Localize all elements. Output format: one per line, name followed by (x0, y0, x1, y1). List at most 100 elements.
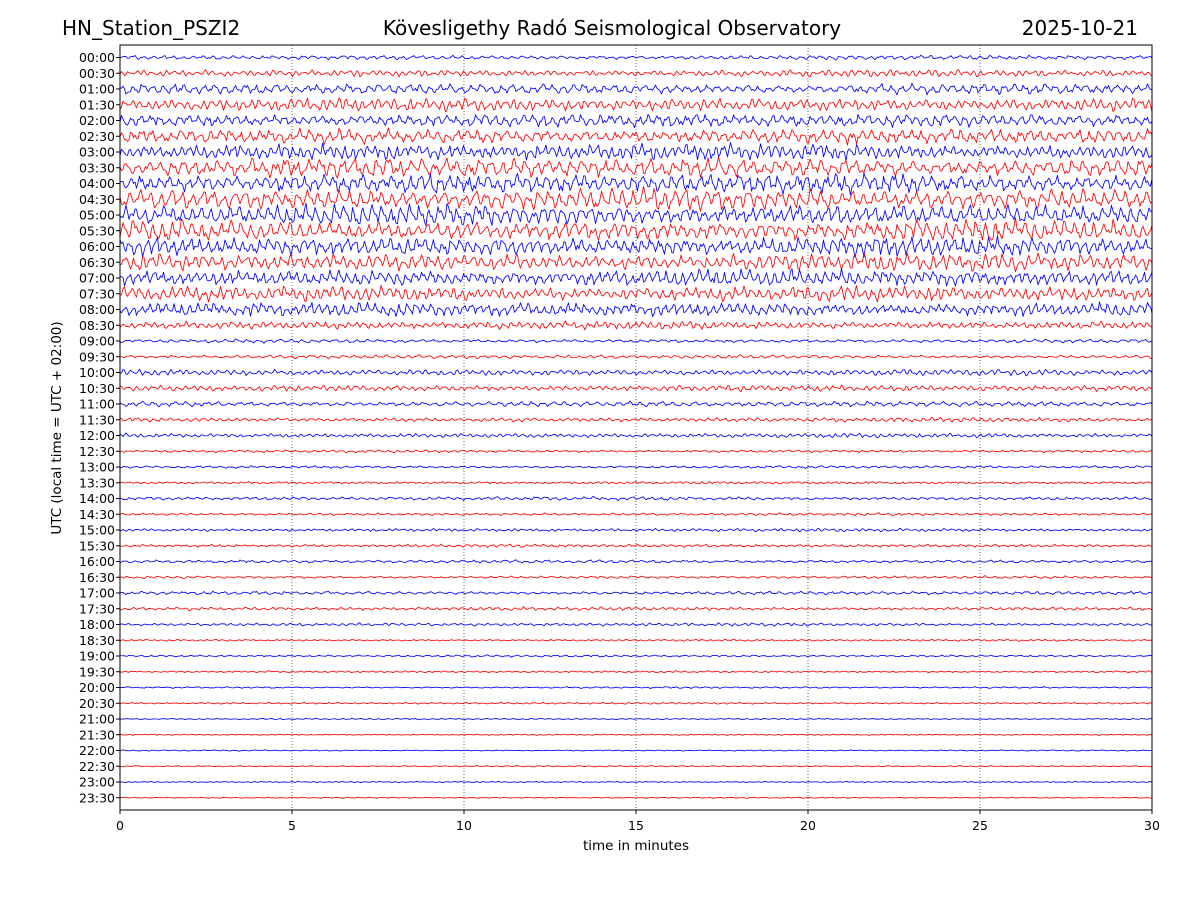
y-tick-label: 13:00 (79, 460, 115, 475)
trace-0800 (119, 301, 1153, 318)
y-tick-label: 17:00 (79, 586, 115, 601)
y-axis-label: UTC (local time = UTC + 02:00) (49, 321, 65, 534)
y-tick-label: 02:00 (79, 113, 115, 128)
trace-2000 (119, 686, 1153, 689)
trace-2230 (119, 765, 1153, 768)
x-tick-label: 20 (800, 818, 816, 833)
x-tick-label: 15 (628, 818, 644, 833)
y-tick-label: 08:30 (79, 318, 115, 333)
y-tick-label: 18:00 (79, 617, 115, 632)
y-tick-label: 16:30 (79, 570, 115, 585)
trace-2130 (119, 733, 1153, 736)
y-tick-label: 01:00 (79, 82, 115, 97)
y-tick-label: 09:00 (79, 334, 115, 349)
y-tick-label: 09:30 (79, 349, 115, 364)
trace-0200 (119, 113, 1153, 129)
trace-0830 (119, 320, 1153, 331)
trace-1330 (119, 481, 1153, 485)
trace-0930 (119, 354, 1153, 360)
y-tick-label: 10:00 (79, 365, 115, 380)
trace-0030 (119, 69, 1153, 78)
y-tick-label: 21:30 (79, 727, 115, 742)
y-tick-label: 12:30 (79, 444, 115, 459)
trace-0100 (119, 82, 1153, 96)
y-tick-label: 19:30 (79, 664, 115, 679)
trace-0000 (119, 54, 1153, 61)
x-tick-label: 5 (288, 818, 296, 833)
trace-0630 (119, 252, 1153, 273)
trace-1030 (119, 384, 1153, 393)
y-tick-label: 06:00 (79, 239, 115, 254)
y-tick-label: 08:00 (79, 302, 115, 317)
trace-1130 (119, 416, 1153, 423)
y-tick-label: 06:30 (79, 255, 115, 270)
x-tick-label: 10 (456, 818, 472, 833)
observatory-title: Kövesligethy Radó Seismological Observat… (383, 16, 841, 40)
y-tick-label: 21:00 (79, 712, 115, 727)
trace-1300 (119, 465, 1153, 469)
y-tick-label: 14:00 (79, 491, 115, 506)
x-tick-label: 25 (972, 818, 988, 833)
trace-0400 (119, 172, 1153, 196)
y-tick-label: 11:30 (79, 412, 115, 427)
trace-1630 (119, 575, 1153, 580)
y-tick-label: 19:00 (79, 649, 115, 664)
y-tick-label: 13:30 (79, 475, 115, 490)
trace-1430 (119, 512, 1153, 517)
trace-0500 (119, 202, 1153, 227)
trace-1800 (119, 622, 1153, 627)
trace-0530 (119, 217, 1153, 241)
trace-2030 (119, 701, 1153, 705)
y-tick-label: 03:00 (79, 145, 115, 160)
trace-1230 (119, 449, 1153, 454)
y-tick-label: 11:00 (79, 397, 115, 412)
trace-0230 (119, 127, 1153, 146)
y-tick-label: 20:30 (79, 696, 115, 711)
x-axis-label: time in minutes (583, 838, 689, 854)
trace-0900 (119, 338, 1153, 344)
y-tick-label: 20:00 (79, 680, 115, 695)
trace-2100 (119, 717, 1153, 721)
trace-0430 (119, 185, 1153, 212)
y-tick-label: 22:00 (79, 743, 115, 758)
y-tick-label: 01:30 (79, 97, 115, 112)
trace-1730 (119, 606, 1153, 611)
date-label: 2025-10-21 (1022, 16, 1138, 40)
x-axis: 0 5 10 15 20 25 30 (116, 810, 1160, 833)
y-tick-label: 05:00 (79, 208, 115, 223)
y-tick-label: 22:30 (79, 759, 115, 774)
y-tick-label: 07:30 (79, 286, 115, 301)
y-tick-label: 05:30 (79, 223, 115, 238)
y-tick-label: 04:00 (79, 176, 115, 191)
trace-1530 (119, 543, 1153, 548)
x-tick-label: 0 (116, 818, 124, 833)
trace-1930 (119, 670, 1153, 674)
y-tick-label: 14:30 (79, 507, 115, 522)
y-tick-label: 15:00 (79, 523, 115, 538)
y-tick-label: 03:30 (79, 160, 115, 175)
x-tick-label: 30 (1144, 818, 1160, 833)
trace-0600 (119, 235, 1153, 258)
station-name: HN_Station_PSZI2 (62, 16, 240, 40)
y-tick-label: 17:30 (79, 601, 115, 616)
trace-1000 (120, 368, 1153, 377)
trace-1700 (119, 590, 1153, 596)
trace-2300 (119, 780, 1153, 784)
trace-0330 (119, 156, 1153, 179)
grid (291, 45, 981, 810)
trace-1500 (119, 527, 1153, 533)
trace-1100 (119, 400, 1153, 408)
y-axis: 00:0000:3001:0001:3002:0002:3003:0003:30… (79, 50, 120, 805)
trace-0730 (119, 284, 1153, 303)
trace-2200 (119, 749, 1153, 752)
trace-1200 (119, 432, 1153, 439)
trace-group (119, 54, 1153, 799)
trace-0300 (119, 142, 1153, 162)
y-tick-label: 18:30 (79, 633, 115, 648)
trace-2330 (119, 796, 1153, 799)
trace-1400 (119, 496, 1153, 502)
y-tick-label: 00:00 (79, 50, 115, 65)
y-tick-label: 12:00 (79, 428, 115, 443)
y-tick-label: 02:30 (79, 129, 115, 144)
